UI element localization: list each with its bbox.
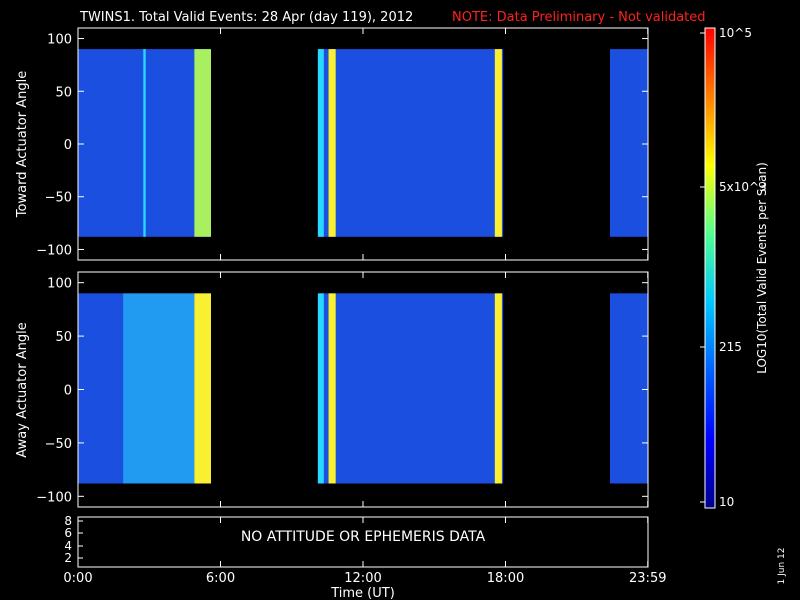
coverage-block [317,293,504,484]
y-tick-label: 100 [47,277,72,292]
intensity-band [494,49,502,237]
y-tick-label: 2 [64,551,72,565]
intensity-band [317,293,324,484]
away-ylabel: Away Actuator Angle [15,322,30,457]
date-stamp: 1 Jun 12 [777,548,787,585]
colorbar-tick-label: 10^5 [719,26,752,40]
preliminary-note: NOTE: Data Preliminary - Not validated [452,10,706,25]
coverage-block [317,49,504,237]
y-tick-label: 0 [64,138,72,153]
x-tick-label: 23:59 [629,571,666,586]
y-tick-label: −100 [36,490,72,505]
colorbar-tick-label: 215 [719,340,742,354]
y-tick-label: 8 [64,514,72,528]
intensity-band [328,49,336,237]
colorbar: 10^5 5x10^3 215 10 LOG10(Total Valid Events… [700,26,769,509]
figure-title: TWINS1. Total Valid Events: 28 Apr (day … [79,10,413,25]
intensity-band [317,49,324,237]
time-axis: 0:00 6:00 12:00 18:00 23:59 [63,28,666,586]
x-tick-label: 12:00 [344,571,381,586]
y-tick-label: 6 [64,526,72,540]
y-tick-label: −50 [45,437,72,452]
intensity-band [123,293,195,484]
y-tick-label: 50 [55,85,72,100]
intensity-band [328,293,336,484]
colorbar-label: LOG10(Total Valid Events per Scan) [755,162,769,374]
y-tick-label: 4 [64,539,72,553]
y-tick-label: −100 [36,243,72,258]
x-tick-label: 0:00 [63,571,92,586]
colorbar-gradient [705,28,715,508]
x-axis-label: Time (UT) [330,586,395,600]
colorbar-frame [704,27,716,509]
away-actuator-panel: 100 50 0 −50 −100 Away Actuator Angle [15,271,649,508]
intensity-band [494,293,502,484]
y-tick-label: 100 [47,33,72,48]
y-tick-label: 0 [64,384,72,399]
x-tick-label: 6:00 [206,571,235,586]
x-tick-label: 18:00 [487,571,524,586]
coverage-block [610,49,648,237]
coverage-block [610,293,648,484]
no-data-message: NO ATTITUDE OR EPHEMERIS DATA [241,529,486,545]
intensity-band [143,49,146,237]
toward-actuator-panel: 100 50 0 −50 −100 Toward Actuator Angle [15,27,649,261]
colorbar-tick-label: 5x10^3 [719,180,767,194]
colorbar-tick-label: 10 [719,495,734,509]
toward-ylabel: Toward Actuator Angle [15,71,30,218]
intensity-band [194,49,211,237]
intensity-band [194,293,211,484]
y-tick-label: 50 [55,330,72,345]
y-tick-label: −50 [45,191,72,206]
